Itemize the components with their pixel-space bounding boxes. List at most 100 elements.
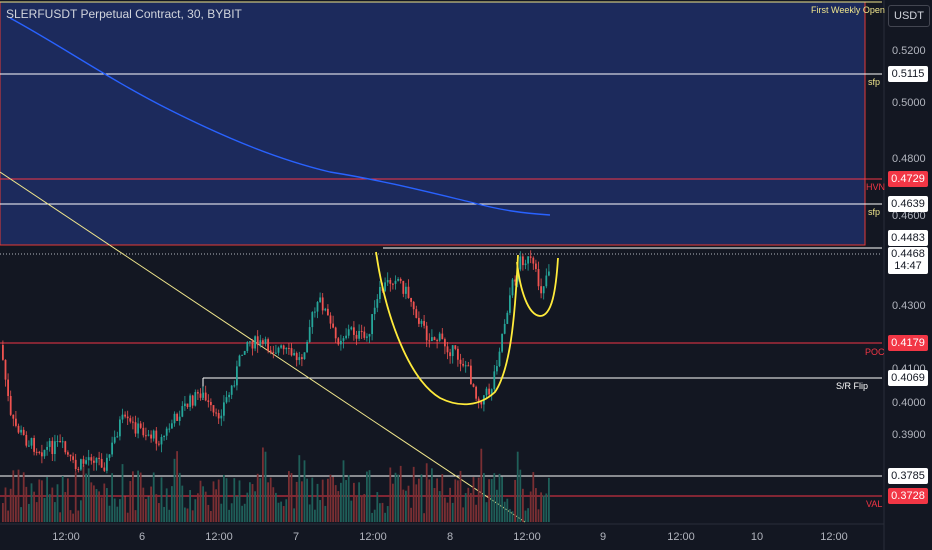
- volume-bar: [384, 512, 386, 522]
- candle-body: [228, 394, 230, 398]
- candle-body: [319, 297, 321, 303]
- candle-body: [225, 397, 228, 403]
- candle-body: [311, 312, 314, 328]
- candle-body: [324, 308, 327, 311]
- candle-body: [548, 271, 550, 276]
- volume-bar: [376, 492, 379, 522]
- volume-bar: [181, 485, 184, 522]
- volume-bar: [480, 448, 483, 522]
- candle-body: [4, 359, 7, 380]
- volume-bar: [155, 494, 158, 522]
- downtrend-line[interactable]: [0, 171, 526, 523]
- candle-body: [233, 385, 236, 387]
- candle-body: [277, 347, 280, 353]
- volume-bar: [80, 500, 82, 522]
- candle-body: [15, 418, 17, 426]
- tag-sfp-lower: sfp: [868, 207, 881, 217]
- volume-bar: [340, 482, 342, 522]
- candle-body: [165, 428, 168, 436]
- price-label-3785: 0.3785: [888, 468, 928, 484]
- candle-body: [314, 311, 316, 313]
- candle-body: [306, 341, 308, 353]
- candle-body: [7, 379, 9, 396]
- symbol-title[interactable]: SLERFUSDT Perpetual Contract, 30, BYBIT: [6, 7, 242, 21]
- volume-bar: [438, 491, 441, 522]
- candle-body: [223, 402, 225, 416]
- candle-body: [464, 365, 467, 367]
- candle-body: [373, 307, 376, 315]
- candle-body: [509, 295, 511, 313]
- candle-body: [386, 280, 389, 283]
- candle-body: [384, 282, 386, 291]
- volume-bar: [171, 486, 173, 522]
- volume-bar: [103, 483, 106, 522]
- volume-bar: [327, 478, 329, 522]
- volume-bar: [267, 482, 269, 522]
- volume-bar: [142, 487, 145, 522]
- candle-body: [158, 443, 160, 445]
- volume-bar: [199, 480, 202, 522]
- candle-body: [285, 347, 288, 350]
- candle-body: [142, 427, 145, 436]
- candle-body: [54, 441, 56, 455]
- volume-bar: [519, 469, 522, 522]
- candle-body: [295, 353, 298, 361]
- volume-bar: [30, 483, 33, 522]
- volume-bar: [316, 483, 319, 522]
- volume-bar: [93, 485, 95, 522]
- volume-bar: [87, 468, 90, 522]
- candle-body: [30, 437, 33, 446]
- volume-bar: [488, 479, 490, 522]
- cup-annotation[interactable]: [375, 251, 519, 406]
- price-label-val: 0.3728: [888, 488, 928, 504]
- candle-body: [129, 418, 132, 422]
- volume-bar: [548, 477, 550, 522]
- candle-body: [119, 419, 121, 437]
- volume-bar: [241, 505, 243, 522]
- candle-body: [355, 334, 358, 339]
- volume-bar: [43, 497, 46, 522]
- volume-bar: [353, 482, 355, 522]
- time-tick: 10: [750, 531, 764, 543]
- price-tick: 0.4300: [892, 300, 926, 312]
- volume-bar: [100, 497, 103, 522]
- volume-bar: [33, 491, 35, 522]
- candle-body: [108, 454, 111, 458]
- volume-bar: [48, 494, 51, 522]
- candle-body: [345, 335, 347, 339]
- supply-zone: [0, 1, 866, 246]
- volume-bar: [178, 472, 181, 522]
- volume-bar: [85, 473, 87, 522]
- volume-bar: [28, 503, 30, 522]
- tag-val: VAL: [866, 499, 883, 509]
- candle-body: [412, 301, 415, 310]
- candle-body: [215, 412, 217, 414]
- volume-bar: [366, 471, 368, 522]
- candle-body: [449, 352, 451, 357]
- candle-body: [191, 395, 194, 406]
- candle-body: [389, 280, 392, 284]
- price-tick: 0.5200: [892, 45, 926, 57]
- candle-body: [321, 297, 324, 311]
- volume-bar: [420, 474, 423, 522]
- candle-body: [189, 395, 191, 407]
- handle-annotation[interactable]: [516, 257, 559, 317]
- volume-bar: [46, 476, 48, 522]
- volume-bar: [457, 480, 459, 522]
- candle-body: [425, 325, 428, 341]
- candle-body: [90, 457, 93, 461]
- candle-body: [95, 457, 98, 463]
- candle-body: [488, 388, 490, 395]
- volume-bar: [503, 501, 506, 522]
- volume-bar: [243, 503, 246, 522]
- candle-body: [470, 365, 472, 385]
- time-tick: 12:00: [667, 531, 695, 543]
- volume-bar: [25, 486, 28, 522]
- volume-bar: [441, 474, 444, 522]
- candle-body: [160, 437, 163, 445]
- volume-bar: [41, 480, 43, 522]
- current-price-value: 0.4468: [891, 248, 925, 260]
- currency-button[interactable]: USDT: [888, 5, 930, 27]
- candle-body: [22, 429, 25, 435]
